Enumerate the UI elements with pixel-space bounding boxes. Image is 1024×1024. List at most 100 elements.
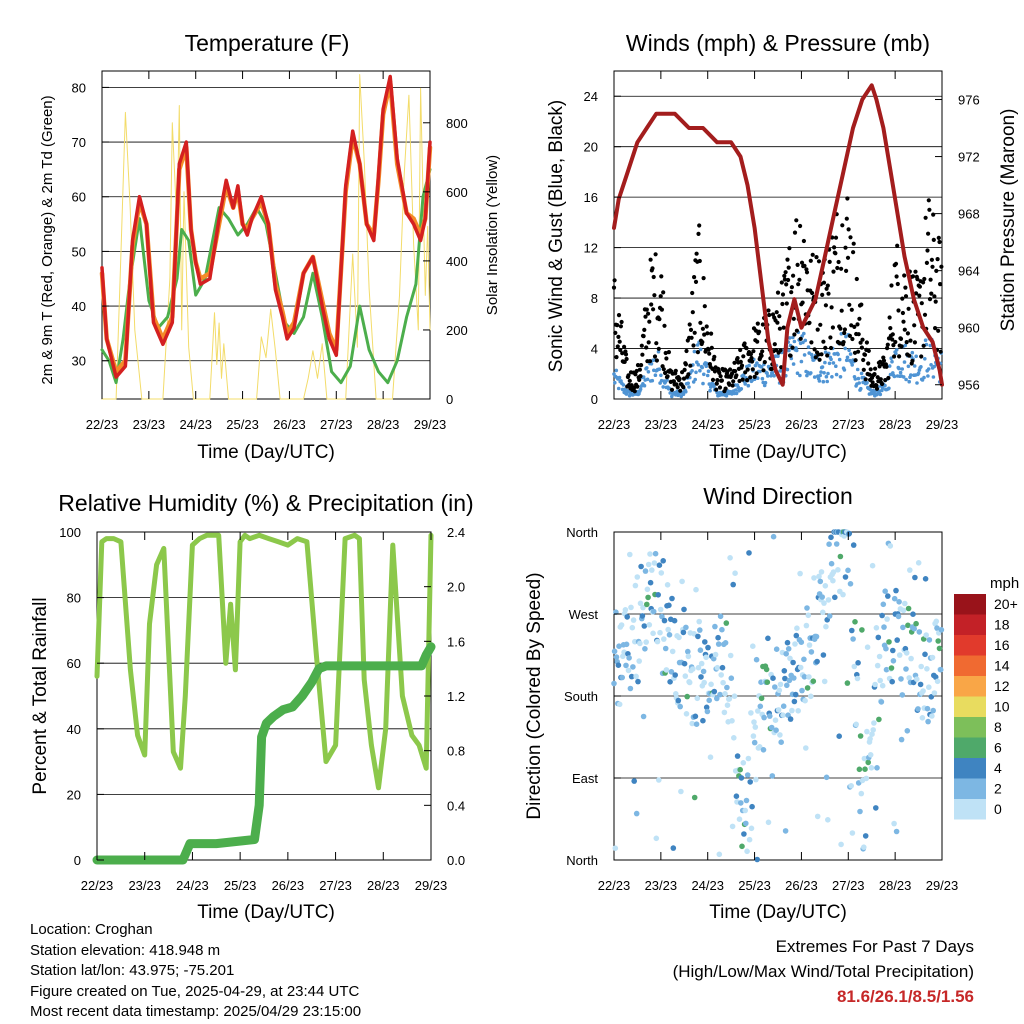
wind-point bbox=[845, 355, 850, 360]
gust-point bbox=[868, 367, 873, 372]
direction-point bbox=[642, 568, 649, 574]
gust-point bbox=[719, 378, 725, 383]
t2m-line bbox=[100, 74, 432, 379]
direction-point bbox=[826, 613, 833, 619]
direction-point bbox=[727, 555, 733, 561]
gust-point bbox=[842, 330, 847, 336]
direction-point bbox=[711, 688, 718, 695]
gust-point bbox=[917, 284, 923, 289]
direction-point bbox=[902, 645, 909, 652]
direction-point bbox=[770, 533, 777, 540]
gust-point bbox=[885, 346, 890, 351]
gust-point bbox=[899, 344, 904, 349]
wind-point bbox=[686, 381, 690, 386]
direction-point bbox=[750, 733, 757, 739]
gust-point bbox=[861, 357, 866, 363]
direction-point bbox=[906, 675, 912, 681]
direction-point bbox=[876, 716, 882, 723]
direction-point bbox=[753, 776, 759, 783]
gust-point bbox=[862, 352, 868, 357]
wind-point bbox=[755, 376, 760, 381]
wind-point bbox=[932, 364, 936, 369]
temperature-plot-frame bbox=[101, 70, 431, 400]
gust-point bbox=[669, 387, 675, 392]
gust-point bbox=[895, 243, 900, 248]
direction-point bbox=[633, 673, 639, 680]
x-tick-label: 22/23 bbox=[598, 417, 631, 432]
direction-point bbox=[756, 744, 763, 750]
gust-point bbox=[774, 310, 779, 315]
temperature-y-ticks: 30 40 50 60 70 80 bbox=[72, 80, 109, 369]
gust-point bbox=[825, 353, 830, 358]
gust-point bbox=[859, 302, 864, 307]
gust-point bbox=[738, 359, 743, 364]
direction-point bbox=[776, 687, 783, 694]
direction-point bbox=[821, 600, 827, 606]
direction-point bbox=[639, 613, 646, 619]
gust-point bbox=[801, 238, 807, 244]
direction-point bbox=[808, 693, 814, 700]
direction-point bbox=[933, 618, 940, 625]
gust-point bbox=[804, 270, 810, 275]
gust-point bbox=[839, 266, 844, 271]
gust-point bbox=[689, 335, 694, 340]
x-tick-label: 25/23 bbox=[226, 417, 259, 432]
direction-point bbox=[801, 656, 807, 663]
gust-point bbox=[644, 307, 649, 312]
x-tick-label: 26/23 bbox=[785, 417, 818, 432]
direction-point bbox=[760, 747, 767, 753]
gust-point bbox=[617, 339, 622, 344]
wind-point bbox=[734, 388, 738, 392]
wind-point bbox=[698, 347, 703, 352]
gust-point bbox=[681, 376, 687, 381]
gust-point bbox=[851, 250, 856, 255]
gust-point bbox=[903, 285, 908, 290]
direction-point bbox=[904, 728, 911, 734]
extremes-value: 81.6/26.1/8.5/1.56 bbox=[836, 987, 974, 1006]
gust-point bbox=[874, 383, 879, 388]
gust-point bbox=[844, 268, 849, 273]
temperature-ylabel: 2m & 9m T (Red, Orange) & 2m Td (Green) bbox=[39, 95, 56, 384]
legend-swatch bbox=[954, 799, 986, 820]
gust-point bbox=[851, 241, 856, 246]
direction-point bbox=[646, 622, 653, 628]
gust-point bbox=[812, 347, 817, 352]
direction-point bbox=[878, 699, 885, 705]
wind-point bbox=[704, 364, 708, 369]
gust-point bbox=[917, 293, 922, 298]
gust-point bbox=[626, 373, 631, 378]
gust-point bbox=[692, 330, 697, 335]
wind-point bbox=[809, 352, 814, 357]
winds-panel: Winds (mph) & Pressure (mb) 04812162024 … bbox=[546, 30, 1019, 463]
gust-point bbox=[931, 212, 936, 217]
direction-point bbox=[613, 654, 620, 660]
gust-point bbox=[939, 264, 944, 269]
gust-point bbox=[799, 260, 805, 265]
gust-point bbox=[704, 324, 709, 329]
direction-point bbox=[916, 629, 923, 635]
gust-point bbox=[781, 325, 786, 330]
direction-point bbox=[836, 733, 842, 739]
gust-point bbox=[922, 312, 928, 317]
gust-point bbox=[893, 261, 899, 266]
direction-point bbox=[828, 534, 834, 541]
gust-point bbox=[913, 269, 918, 274]
direction-title: Wind Direction bbox=[703, 483, 853, 509]
direction-point bbox=[724, 702, 731, 708]
direction-point bbox=[669, 648, 676, 655]
wind-point bbox=[907, 379, 911, 384]
direction-point bbox=[896, 652, 903, 658]
gust-point bbox=[779, 280, 784, 285]
direction-point bbox=[849, 627, 855, 634]
gust-point bbox=[794, 218, 799, 223]
wind-point bbox=[759, 365, 764, 369]
precip-y2-ticks: 0.0 0.4 0.8 1.2 1.6 2.0 2.4 bbox=[424, 525, 465, 868]
legend-swatch bbox=[954, 614, 986, 635]
direction-point bbox=[885, 593, 891, 599]
legend-label: 8 bbox=[994, 719, 1002, 735]
humidity-y-ticks: 0 20 40 60 80 100 bbox=[59, 525, 104, 868]
wind-point bbox=[856, 376, 861, 381]
legend-swatch bbox=[954, 758, 986, 779]
direction-point bbox=[765, 635, 771, 642]
gust-point bbox=[743, 370, 748, 375]
